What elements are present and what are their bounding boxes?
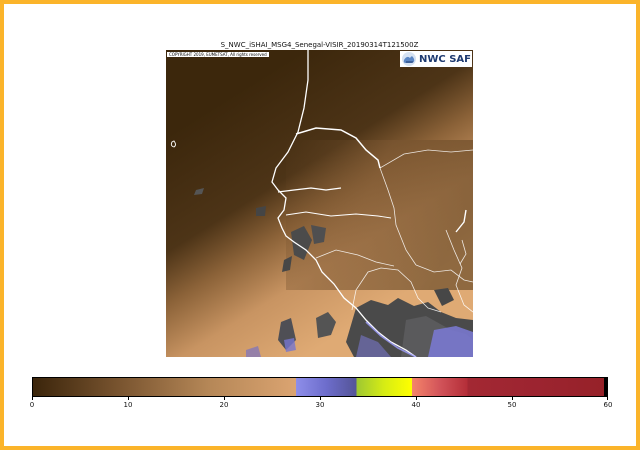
colorbar-tick-label: 30 [305,401,335,409]
colorbar-tick-label: 50 [497,401,527,409]
colorbar-end-cap [604,378,607,396]
colorbar-tick [32,397,33,400]
colorbar-tick [320,397,321,400]
map-image [166,50,473,357]
colorbar-tick [128,397,129,400]
copyright-notice: COPYRIGHT 2019, EUMETSAT, All rights res… [167,52,269,57]
colorbar-tick [512,397,513,400]
nwcsaf-logo: NWC SAF [400,51,472,67]
colorbar-tick-label: 60 [593,401,623,409]
inland-haze [286,140,473,290]
colorbar-tick [607,397,608,400]
logo-text: NWC SAF [419,54,471,65]
colorbar-tick-label: 20 [209,401,239,409]
colorbar-tick-label: 10 [113,401,143,409]
nwcsaf-logo-icon [401,51,417,67]
colorbar-tick [224,397,225,400]
figure-title: S_NWC_iSHAI_MSG4_Senegal-VISIR_20190314T… [166,41,473,49]
colorbar-tick-label: 0 [17,401,47,409]
colorbar-tick-label: 40 [401,401,431,409]
satellite-map: COPYRIGHT 2019, EUMETSAT, All rights res… [166,50,473,357]
colorbar-axis: 0102030405060 [32,397,608,411]
colorbar [32,377,608,397]
colorbar-tick [416,397,417,400]
